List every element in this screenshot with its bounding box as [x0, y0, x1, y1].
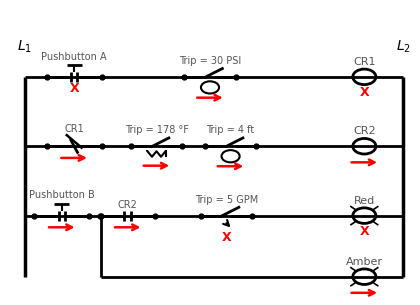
- Text: $L_1$: $L_1$: [17, 38, 32, 55]
- Text: Trip = 5 GPM: Trip = 5 GPM: [195, 195, 258, 205]
- Text: Red: Red: [354, 196, 375, 206]
- Text: CR1: CR1: [64, 124, 84, 134]
- Text: X: X: [222, 231, 231, 244]
- Text: CR2: CR2: [353, 126, 375, 136]
- Text: Trip = 30 PSI: Trip = 30 PSI: [179, 56, 241, 66]
- Text: Trip = 4 ft: Trip = 4 ft: [207, 125, 255, 135]
- Text: Pushbutton A: Pushbutton A: [41, 52, 107, 62]
- Text: $L_2$: $L_2$: [396, 38, 411, 55]
- Text: X: X: [360, 225, 369, 238]
- Text: Amber: Amber: [346, 257, 383, 267]
- Text: Pushbutton B: Pushbutton B: [29, 190, 94, 200]
- Text: X: X: [69, 82, 79, 95]
- Text: CR2: CR2: [118, 199, 138, 210]
- Text: X: X: [360, 86, 369, 99]
- Text: Trip = 178 °F: Trip = 178 °F: [125, 125, 189, 135]
- Text: CR1: CR1: [353, 57, 375, 67]
